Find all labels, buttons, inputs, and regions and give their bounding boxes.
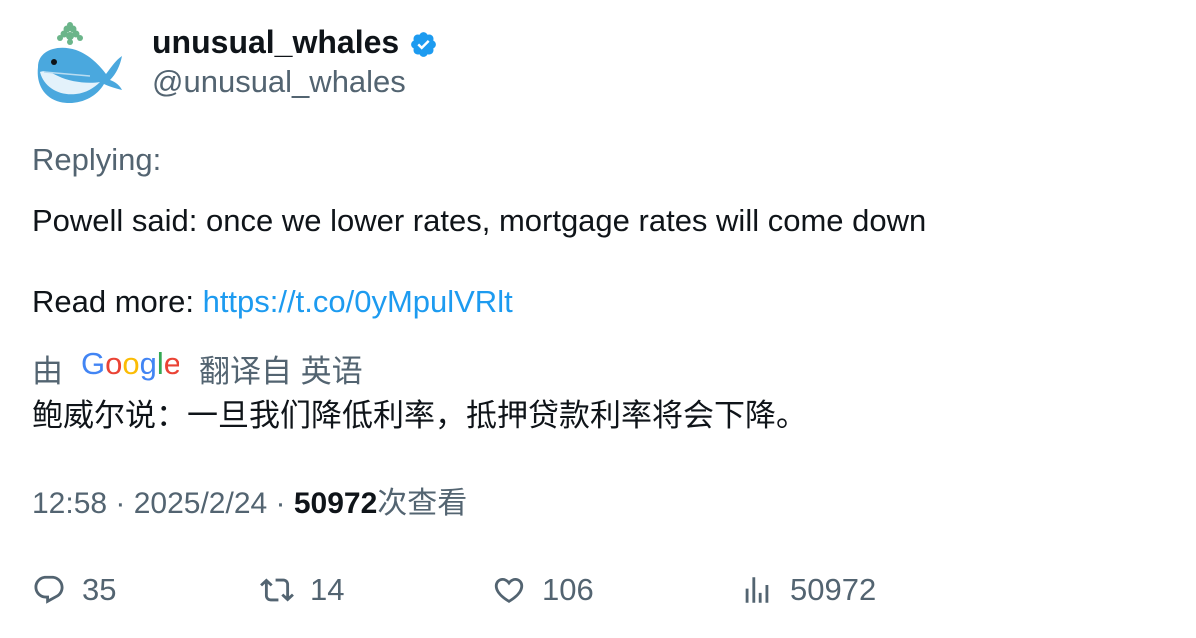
translation-attribution: 由 Google 翻译自 英语: [32, 346, 363, 390]
action-bar: 35 14 106 50972: [0, 572, 1196, 616]
tweet-link[interactable]: https://t.co/0yMpulVRlt: [202, 284, 513, 319]
svg-text:Google: Google: [81, 346, 179, 381]
views-action-count: 50972: [790, 572, 877, 607]
read-more-label: Read more:: [32, 284, 203, 319]
retweet-icon: [260, 578, 294, 602]
replying-label: Replying:: [32, 142, 162, 177]
views-button[interactable]: 50972: [740, 572, 876, 608]
read-more-line: Read more: https://t.co/0yMpulVRlt: [32, 282, 513, 322]
translate-from-label: 翻译自 英语: [199, 353, 363, 389]
reply-button[interactable]: 35: [32, 572, 116, 608]
views-icon: [745, 577, 769, 603]
views-label: 次查看: [377, 487, 468, 520]
translate-by-label: 由: [32, 353, 63, 389]
translated-text: 鲍威尔说：一旦我们降低利率，抵押贷款利率将会下降。: [32, 398, 807, 433]
display-name-text: unusual_whales: [152, 24, 400, 60]
reply-count: 35: [82, 572, 117, 607]
reply-icon: [34, 575, 64, 604]
google-logo[interactable]: Google: [81, 346, 181, 390]
tweet-text: Powell said: once we lower rates, mortga…: [32, 203, 927, 238]
like-count: 106: [542, 572, 594, 607]
views-count: 50972: [293, 487, 378, 520]
whale-avatar-icon: [37, 22, 122, 104]
retweet-button[interactable]: 14: [260, 572, 344, 608]
like-icon: [494, 577, 524, 603]
retweet-count: 14: [310, 572, 345, 607]
like-button[interactable]: 106: [492, 572, 594, 608]
tweet-meta: 12:58 · 2025/2/24 · 50972次查看: [32, 484, 467, 524]
avatar[interactable]: [30, 22, 126, 112]
tweet-time[interactable]: 12:58 · 2025/2/24 ·: [32, 487, 294, 520]
verified-badge-icon: [409, 28, 438, 57]
user-handle[interactable]: @unusual_whales: [152, 64, 406, 99]
display-name[interactable]: unusual_whales: [152, 22, 438, 62]
